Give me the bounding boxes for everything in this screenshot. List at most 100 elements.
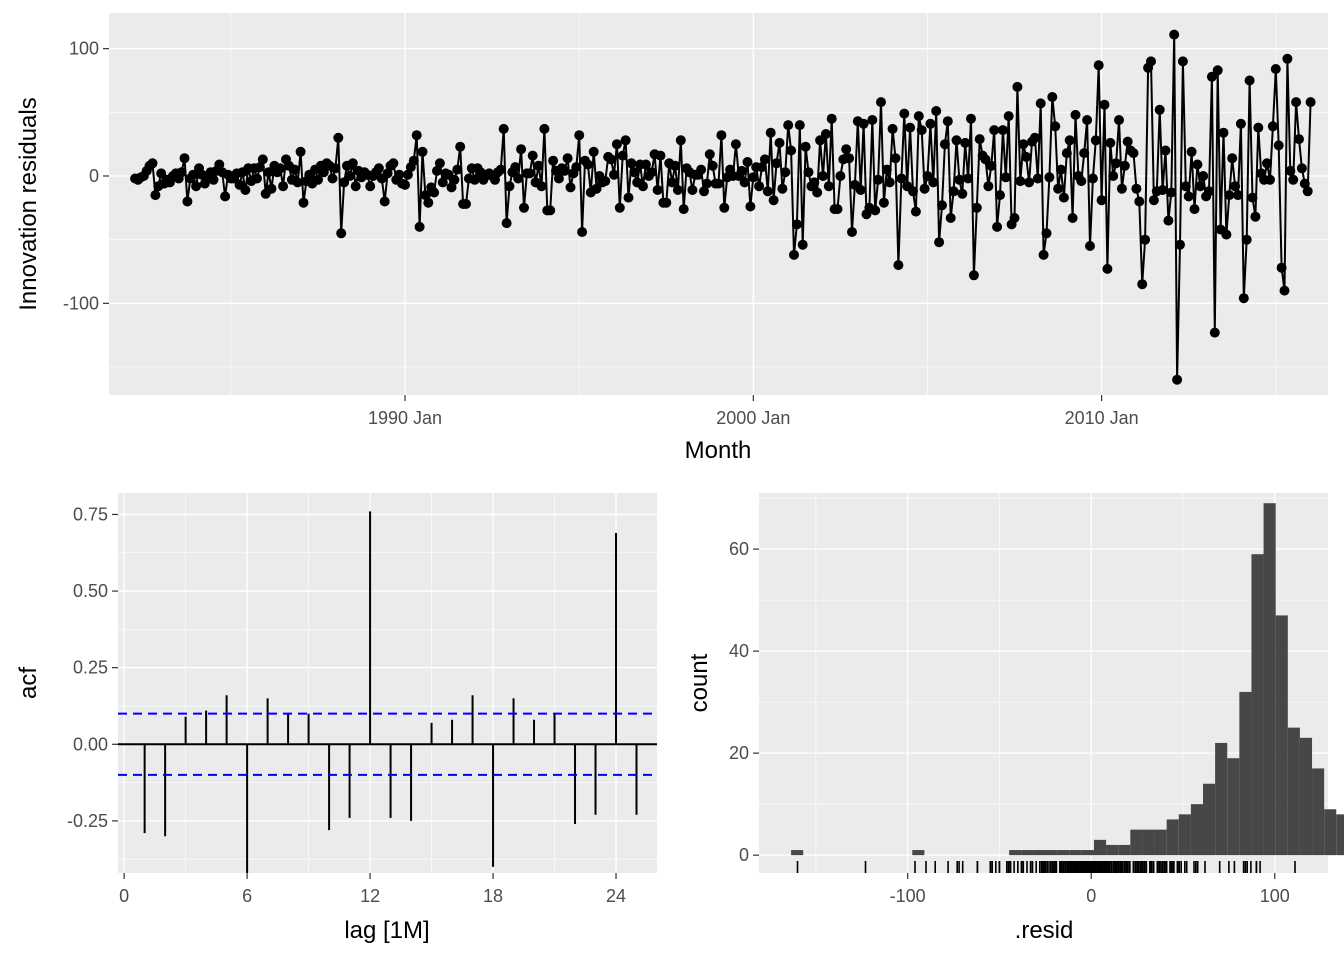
residual-point <box>809 177 820 188</box>
residual-point <box>411 130 422 141</box>
residual-point <box>870 205 881 216</box>
residual-point <box>713 178 724 189</box>
residual-point <box>646 167 657 178</box>
histogram-panel: 0 20 40 60 -100 0 100 .resid count <box>686 493 1344 944</box>
residual-point <box>997 125 1008 136</box>
residual-point <box>629 167 640 178</box>
residual-point <box>1195 181 1206 192</box>
acf-marks <box>118 511 657 873</box>
residual-point <box>661 197 672 208</box>
residual-point <box>417 146 428 157</box>
residual-point <box>394 169 405 180</box>
residual-point <box>298 197 309 208</box>
residual-point <box>562 153 573 164</box>
residual-point <box>986 160 997 171</box>
residual-point <box>536 181 547 192</box>
residual-point <box>794 120 805 131</box>
residual-point <box>501 218 512 229</box>
residual-point <box>1038 249 1049 260</box>
acf-panel: 0.750.500.250.00-0.25 0 6 12 18 24 lag [1M] … <box>15 493 657 944</box>
residual-point <box>881 164 892 175</box>
acf-x-tick-label: 6 <box>242 886 252 906</box>
residual-point <box>951 135 962 146</box>
residual-point <box>591 183 602 194</box>
residual-point <box>179 153 190 164</box>
residual-point <box>1157 185 1168 195</box>
residual-point <box>765 127 776 138</box>
histogram-bar <box>1142 829 1155 856</box>
residual-point <box>420 190 431 201</box>
histogram-bar <box>1299 737 1313 856</box>
residual-point <box>1128 148 1139 159</box>
residual-point <box>1099 99 1110 110</box>
histogram-x-axis-title: .resid <box>1015 917 1074 944</box>
residual-point <box>1224 190 1235 201</box>
residual-point <box>1282 53 1293 64</box>
residual-point <box>1105 137 1116 148</box>
residual-point <box>626 158 637 169</box>
residual-point <box>437 177 448 188</box>
residual-point <box>919 183 930 194</box>
residual-point <box>878 197 889 208</box>
residual-point <box>156 168 167 179</box>
residual-point <box>318 167 329 178</box>
residual-point <box>240 185 251 195</box>
residual-point <box>963 173 974 184</box>
residual-point <box>704 149 715 160</box>
residual-point <box>818 171 828 181</box>
residual-point <box>942 116 953 127</box>
residual-point <box>1041 228 1052 239</box>
residual-point <box>699 186 709 197</box>
residuals-x-tick-label: 2010 Jan <box>1065 408 1139 428</box>
residual-point <box>1238 293 1249 304</box>
residual-point <box>1146 56 1156 67</box>
residual-point <box>600 176 611 187</box>
residuals-y-axis-title: Innovation residuals <box>15 97 42 310</box>
histogram-bar <box>1069 850 1082 856</box>
residual-point <box>855 185 866 195</box>
residual-point <box>1294 134 1304 145</box>
residual-point <box>1192 159 1203 170</box>
histogram-bar <box>1130 829 1143 856</box>
histogram-rug <box>796 861 1296 873</box>
residual-point <box>995 190 1005 201</box>
residual-point <box>423 197 434 208</box>
residual-point <box>1233 190 1243 201</box>
residual-point <box>1108 171 1119 181</box>
histogram-y-tick-label: 0 <box>739 845 749 865</box>
residual-point <box>800 141 811 152</box>
residual-point <box>1058 192 1069 203</box>
residual-point <box>524 168 535 179</box>
residual-point <box>1064 135 1075 146</box>
acf-x-tick-label: 12 <box>360 886 380 906</box>
residual-point <box>400 179 410 190</box>
residual-point <box>974 134 985 145</box>
residual-point <box>992 221 1003 232</box>
residual-point <box>582 159 593 170</box>
residual-point <box>719 202 730 213</box>
residual-point <box>1204 186 1214 197</box>
residual-point <box>266 183 277 194</box>
residual-point <box>939 139 950 150</box>
residual-point <box>446 182 457 193</box>
residual-point <box>313 174 323 185</box>
residuals-y-tick-label: -100 <box>63 293 99 313</box>
residual-point <box>948 186 959 197</box>
residuals-y-tick-label: 0 <box>89 166 99 186</box>
residual-point <box>670 160 680 171</box>
residual-point <box>1140 234 1151 245</box>
residual-point <box>208 174 219 185</box>
residual-point <box>1206 71 1217 82</box>
residual-point <box>739 177 750 188</box>
residual-point <box>867 115 878 125</box>
residual-point <box>745 201 756 212</box>
histogram-y-tick-label: 60 <box>729 539 749 559</box>
residual-point <box>1250 211 1261 222</box>
residual-point <box>826 113 837 124</box>
residual-point <box>937 200 947 211</box>
residual-point <box>275 163 286 174</box>
residual-point <box>916 125 927 136</box>
residual-point <box>577 227 588 237</box>
residual-point <box>1285 165 1296 176</box>
histogram-bar <box>1324 809 1337 856</box>
